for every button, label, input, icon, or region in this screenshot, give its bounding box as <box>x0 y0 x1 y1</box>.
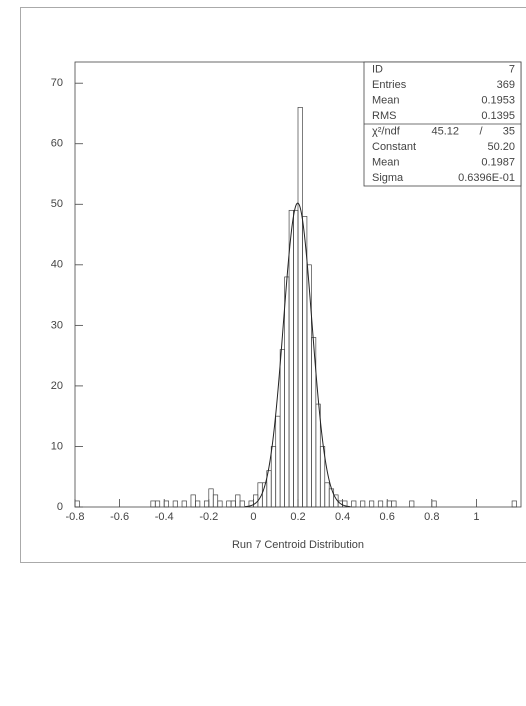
x-tick-label: 0 <box>250 511 256 523</box>
stats-value: 7 <box>509 64 515 76</box>
stats-value: 0.1395 <box>481 110 515 122</box>
histogram-bar <box>181 500 187 508</box>
histogram-bar <box>235 494 241 508</box>
histogram-bar <box>288 209 294 508</box>
y-tick-label: 40 <box>51 259 63 271</box>
histogram-bar <box>511 500 517 508</box>
x-tick-label: 0.4 <box>335 511 350 523</box>
x-tick-label: 1 <box>473 511 479 523</box>
stats-value: 45.12 <box>431 126 459 138</box>
stats-value: 35 <box>503 126 515 138</box>
stats-value: 0.1953 <box>481 95 515 107</box>
stats-label: Sigma <box>372 172 404 184</box>
stats-value: 369 <box>497 79 515 91</box>
stats-label: χ²/ndf <box>372 126 401 138</box>
stats-separator-text: / <box>479 126 483 138</box>
histogram-bar <box>302 216 308 508</box>
histogram-bar <box>297 107 303 508</box>
x-tick-label: 0.8 <box>424 511 439 523</box>
stats-label: Mean <box>372 157 400 169</box>
histogram-bar <box>203 500 210 508</box>
histogram-bar <box>275 415 281 508</box>
histogram-bar <box>208 488 214 508</box>
y-tick-label: 50 <box>51 198 63 210</box>
stats-label: Mean <box>372 95 400 107</box>
stats-label: Constant <box>372 141 416 153</box>
histogram-bar <box>279 349 285 508</box>
histogram-bar <box>342 500 348 508</box>
histogram-bar <box>409 500 415 508</box>
x-tick-label: -0.4 <box>155 511 174 523</box>
y-tick-label: 0 <box>57 501 63 513</box>
frame <box>20 7 526 563</box>
y-tick-label: 20 <box>51 380 63 392</box>
histogram-bar <box>195 500 201 508</box>
histogram-bar <box>324 482 330 508</box>
histogram-bar <box>230 500 236 508</box>
x-axis-label: Run 7 Centroid Distribution <box>232 539 364 551</box>
histogram-bar <box>377 500 384 508</box>
histogram-bar <box>150 500 156 508</box>
y-tick-label: 70 <box>51 77 63 89</box>
histogram-bar <box>386 500 393 508</box>
y-tick-label: 60 <box>51 138 63 150</box>
stats-value: 0.1987 <box>481 157 515 169</box>
histogram-bar <box>190 494 196 508</box>
stats-value: 0.6396E-01 <box>458 172 515 184</box>
histogram-bar <box>319 446 326 508</box>
histogram-bar <box>154 500 161 508</box>
stats-value: 50.20 <box>487 141 515 153</box>
histogram-bar <box>391 500 397 508</box>
histogram-bar <box>293 209 299 508</box>
histogram-bar <box>270 446 277 508</box>
x-tick-label: -0.2 <box>199 511 218 523</box>
histogram-bar <box>163 500 170 508</box>
x-tick-label: 0.2 <box>290 511 305 523</box>
histogram-bar <box>360 500 366 508</box>
histogram-bar <box>431 500 437 508</box>
stats-label: ID <box>372 64 383 76</box>
fit-curve <box>244 202 351 508</box>
x-tick-label: -0.8 <box>66 511 85 523</box>
histogram-bar <box>226 500 232 508</box>
histogram-bar <box>239 500 245 508</box>
histogram-bar <box>172 500 178 508</box>
histogram-bar <box>284 276 290 508</box>
y-tick-label: 30 <box>51 319 63 331</box>
histogram-bar <box>74 500 80 508</box>
histogram-bar <box>217 500 223 508</box>
histogram-bar <box>369 500 375 508</box>
histogram-bar <box>351 500 357 508</box>
x-tick-label: 0.6 <box>380 511 395 523</box>
x-tick-label: -0.6 <box>110 511 129 523</box>
stats-label: Entries <box>372 79 407 91</box>
histogram-bar <box>315 403 321 508</box>
stats-label: RMS <box>372 110 396 122</box>
histogram-bar <box>212 494 219 508</box>
y-tick-label: 10 <box>51 440 63 452</box>
